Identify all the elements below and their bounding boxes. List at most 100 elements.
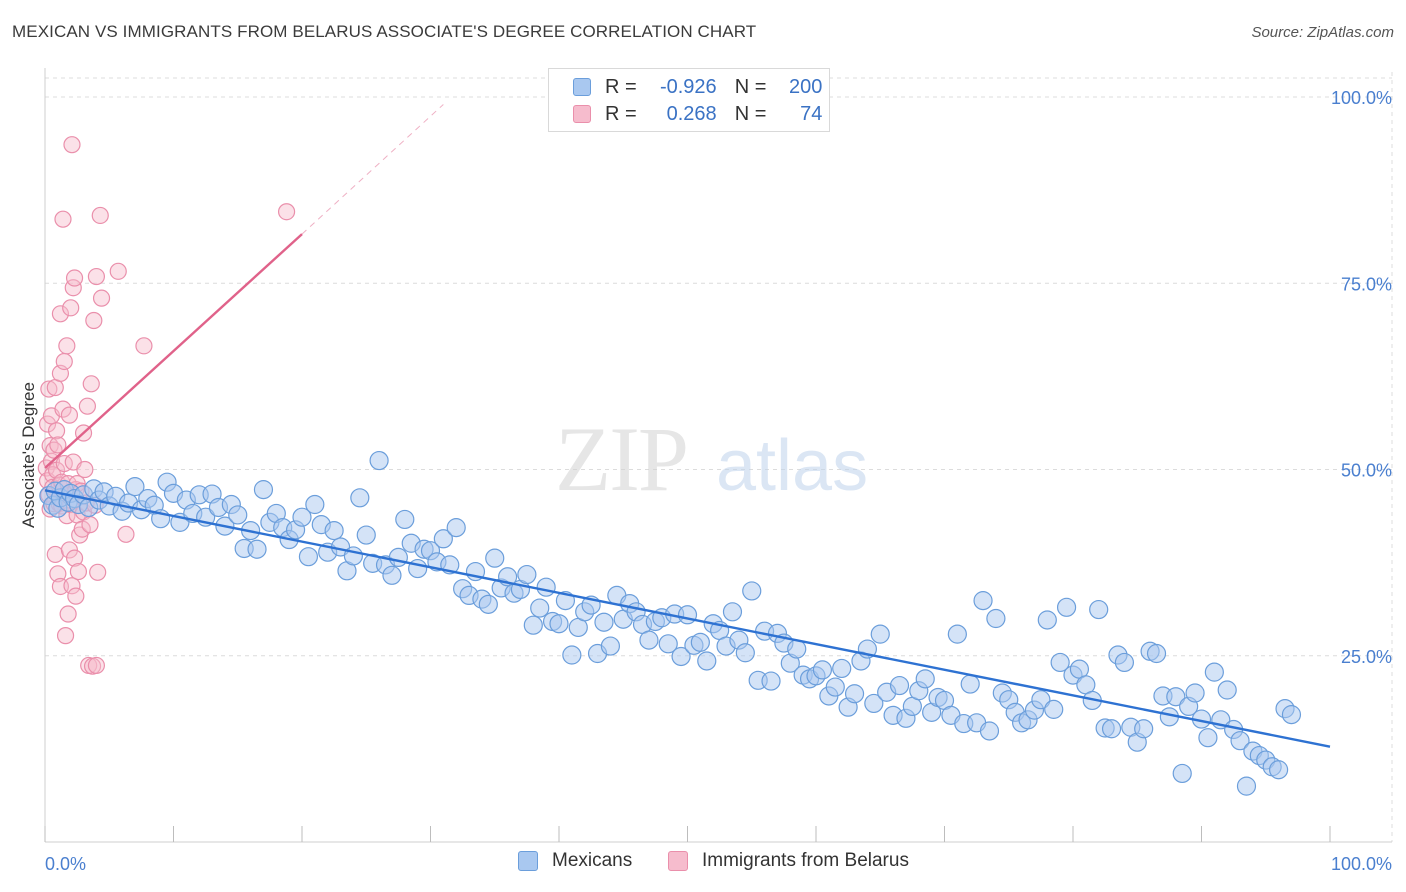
data-point-mexicans <box>844 684 865 704</box>
data-point-mexicans <box>125 477 145 497</box>
data-point-belarus <box>135 337 153 355</box>
y-tick-label: 100.0% <box>1331 88 1392 108</box>
legend-r-label: R = <box>605 102 637 125</box>
data-point-mexicans <box>388 547 408 568</box>
data-point-belarus <box>76 460 94 479</box>
data-point-belarus <box>60 541 79 559</box>
legend-row-mexicans: R = -0.926 N = 200 <box>573 74 822 100</box>
data-point-mexicans <box>324 520 344 541</box>
data-point-mexicans <box>1056 597 1077 617</box>
data-point-mexicans <box>986 608 1006 629</box>
data-point-mexicans <box>742 581 762 601</box>
legend-item-belarus[interactable]: Immigrants from Belarus <box>668 850 909 872</box>
series-belarus-points <box>37 136 296 675</box>
legend-label-mexicans: Mexicans <box>552 850 633 871</box>
trend-line-belarus-extension <box>301 104 444 235</box>
data-point-mexicans <box>1230 731 1250 751</box>
data-point-mexicans <box>1236 776 1257 796</box>
data-point-mexicans <box>1281 705 1302 725</box>
data-point-mexicans <box>1198 728 1218 748</box>
legend-r-label: R = <box>605 75 637 98</box>
data-point-belarus <box>63 577 81 595</box>
data-point-belarus <box>81 516 99 534</box>
data-point-mexicans <box>594 612 614 632</box>
x-tick-label: 100.0% <box>1331 854 1392 874</box>
data-point-mexicans <box>812 660 833 680</box>
data-point-mexicans <box>356 525 376 545</box>
data-point-mexicans <box>671 646 691 667</box>
watermark-atlas: atlas <box>716 426 868 506</box>
data-point-mexicans <box>1185 683 1205 703</box>
data-point-mexicans <box>1146 643 1167 664</box>
data-point-mexicans <box>292 507 312 527</box>
legend-series: Mexicans Immigrants from Belarus <box>0 850 1406 878</box>
data-point-belarus <box>40 380 58 398</box>
data-point-mexicans <box>523 615 543 635</box>
data-point-mexicans <box>1101 719 1122 739</box>
data-point-mexicans <box>658 634 678 654</box>
data-point-mexicans <box>600 636 621 656</box>
axes <box>44 68 1392 843</box>
legend-swatch-blue <box>518 851 538 871</box>
data-point-belarus <box>65 269 84 287</box>
data-point-belarus <box>51 305 70 323</box>
data-point-mexicans <box>305 494 325 515</box>
data-point-mexicans <box>960 674 980 694</box>
trend-lines <box>44 104 1331 748</box>
data-point-mexicans <box>350 488 370 508</box>
data-point-mexicans <box>485 548 505 568</box>
data-point-mexicans <box>253 480 274 500</box>
data-point-belarus <box>78 397 97 415</box>
data-point-belarus <box>92 289 111 307</box>
data-point-mexicans <box>382 565 402 585</box>
data-point-mexicans <box>825 677 845 697</box>
legend-item-mexicans[interactable]: Mexicans <box>518 850 632 872</box>
data-point-belarus <box>82 375 100 393</box>
data-point-mexicans <box>1044 699 1064 719</box>
data-point-mexicans <box>761 671 781 691</box>
series-mexicans-points <box>39 450 1302 796</box>
legend-n-label: N = <box>734 102 767 125</box>
data-point-belarus <box>67 587 85 605</box>
data-point-belarus <box>54 210 72 228</box>
data-point-mexicans <box>395 509 415 530</box>
y-tick-label: 50.0% <box>1341 461 1392 481</box>
data-point-mexicans <box>1204 662 1224 682</box>
data-point-mexicans <box>979 721 1000 741</box>
data-point-belarus <box>54 400 72 418</box>
data-point-belarus <box>91 206 109 225</box>
watermark: ZIP atlas <box>555 408 868 510</box>
data-point-mexicans <box>549 614 569 634</box>
data-point-mexicans <box>697 651 717 671</box>
data-point-mexicans <box>1037 610 1057 630</box>
data-point-mexicans <box>677 605 698 625</box>
data-point-belarus <box>59 605 77 623</box>
data-point-mexicans <box>530 598 550 618</box>
legend-r-value: -0.926 <box>659 75 717 98</box>
data-point-mexicans <box>1172 763 1192 784</box>
data-point-belarus <box>65 549 84 567</box>
data-point-mexicans <box>247 539 267 559</box>
data-point-belarus <box>87 267 106 286</box>
data-point-belarus <box>62 299 80 317</box>
legend-swatch-pink <box>573 105 591 123</box>
data-point-belarus <box>63 136 81 154</box>
data-point-belarus <box>49 565 67 583</box>
legend-row-belarus: R = 0.268 N = 74 <box>573 101 822 127</box>
data-point-belarus <box>117 525 135 543</box>
data-point-mexicans <box>1217 680 1237 700</box>
data-point-mexicans <box>1114 652 1135 673</box>
legend-label-belarus: Immigrants from Belarus <box>702 850 909 871</box>
data-point-mexicans <box>369 450 389 471</box>
data-point-belarus <box>38 415 57 433</box>
y-axis-label: Associate's Degree <box>19 382 38 528</box>
data-point-mexicans <box>517 564 537 585</box>
data-point-belarus <box>277 203 296 221</box>
data-point-belarus <box>58 337 76 355</box>
watermark-zip: ZIP <box>555 408 687 510</box>
legend-swatch-pink <box>668 851 688 871</box>
data-point-belarus <box>109 262 127 280</box>
data-point-mexicans <box>973 591 993 611</box>
data-point-belarus <box>46 545 64 564</box>
